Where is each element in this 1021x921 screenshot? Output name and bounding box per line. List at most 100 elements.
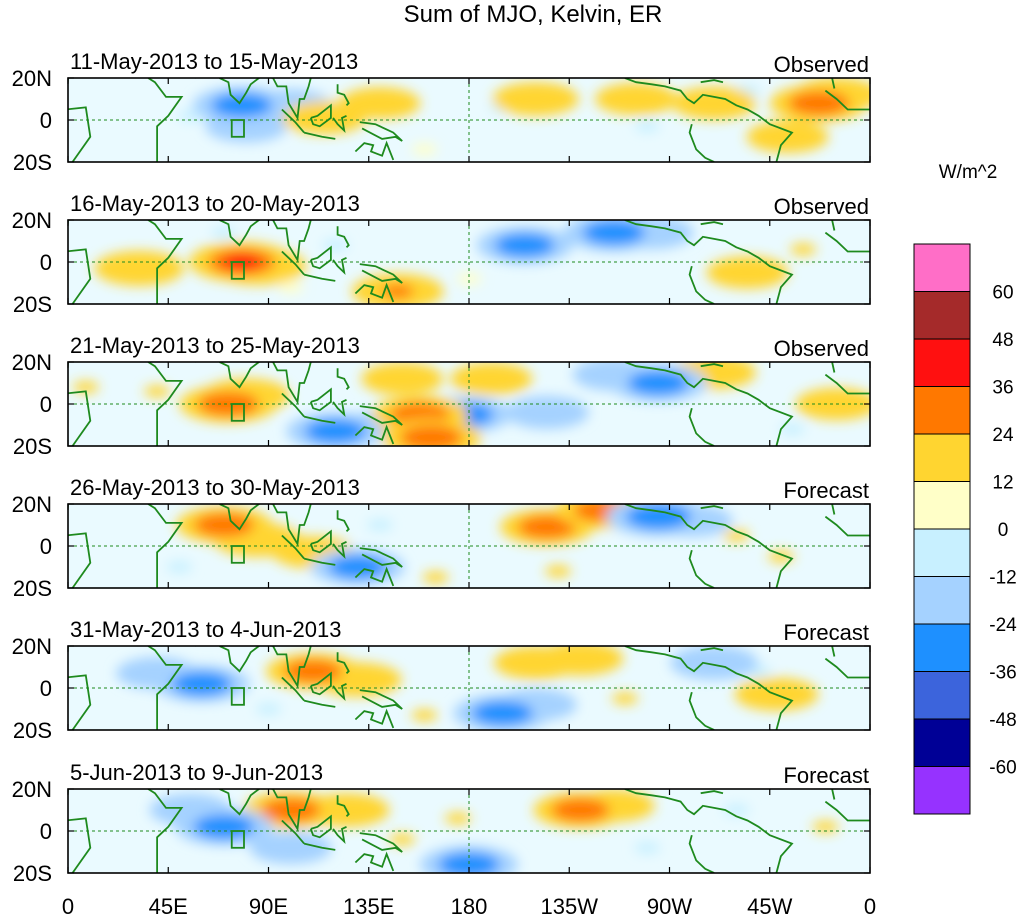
- coastline: [624, 220, 794, 304]
- anomaly-field: [116, 646, 819, 730]
- anomaly-cell: [444, 812, 471, 825]
- panel-status: Forecast: [783, 763, 869, 788]
- coastlines: [68, 78, 870, 162]
- colorbar-swatch: [913, 291, 971, 340]
- coastline: [219, 789, 312, 832]
- panel: 20N 0 20S 11-May-2013 to 15-May-2013 Observe…: [12, 49, 871, 175]
- anomaly-cell: [341, 559, 375, 575]
- coastline: [68, 504, 92, 588]
- x-tick-label: 90E: [249, 894, 288, 919]
- coastline: [359, 263, 403, 284]
- coastline: [281, 392, 305, 418]
- anomaly-field: [72, 362, 870, 446]
- coastline: [147, 646, 184, 730]
- coastline: [281, 819, 305, 845]
- coastline: [624, 789, 794, 873]
- anomaly-cell: [402, 407, 437, 422]
- coastline: [147, 78, 184, 162]
- coastline: [831, 220, 836, 231]
- y-tick-label: 0: [40, 819, 52, 844]
- anomaly-cell: [366, 519, 393, 531]
- coastline: [831, 504, 836, 515]
- anomaly-cell: [532, 406, 561, 419]
- anomaly-cell: [278, 281, 304, 294]
- anomaly-cell: [144, 385, 171, 398]
- coastline: [281, 676, 305, 702]
- anomaly-cell: [779, 423, 806, 436]
- coastline: [147, 362, 184, 446]
- coastline: [700, 221, 724, 226]
- coastline: [147, 789, 184, 873]
- colorbar-swatch: [913, 433, 971, 482]
- anomaly-cell: [299, 546, 327, 559]
- panel: 20N 0 20S 21-May-2013 to 25-May-2013 Observe…: [12, 333, 871, 459]
- panel-status: Observed: [774, 336, 869, 361]
- coastline: [303, 131, 336, 140]
- coastline: [354, 282, 395, 303]
- y-tick-label: 20N: [12, 208, 52, 233]
- coastline: [624, 78, 794, 162]
- anomaly-cell: [224, 97, 260, 113]
- coastline: [359, 121, 403, 142]
- y-tick-label: 20N: [12, 66, 52, 91]
- y-tick-label: 20N: [12, 350, 52, 375]
- coastline: [281, 534, 305, 560]
- colorbar-label: 0: [998, 520, 1009, 541]
- colorbar-swatch: [913, 671, 971, 720]
- coastline: [688, 549, 715, 588]
- colorbar-swatch: [913, 576, 971, 625]
- y-tick-label: 20N: [12, 634, 52, 659]
- coastline: [309, 529, 332, 554]
- coastline: [219, 78, 312, 121]
- panel-period: 21-May-2013 to 25-May-2013: [70, 333, 360, 358]
- colorbar-label: 48: [992, 330, 1013, 351]
- coastline: [700, 790, 724, 795]
- colorbar: 60 48 36 24 12 0 -12 -24 -36 -48 -60: [913, 243, 1017, 815]
- anomaly-cell: [563, 802, 597, 818]
- coastline: [831, 362, 836, 373]
- y-tick-label: 20S: [13, 150, 52, 175]
- anomaly-cell: [530, 520, 564, 535]
- coastline: [309, 671, 332, 696]
- anomaly-cell: [790, 243, 817, 256]
- coastline: [831, 646, 836, 657]
- colorbar-label: 36: [992, 378, 1013, 399]
- x-tick-label: 45E: [149, 894, 188, 919]
- coastline: [700, 505, 724, 510]
- anomaly-cell: [411, 143, 437, 156]
- anomaly-cell: [640, 375, 676, 391]
- anomaly-cell: [767, 550, 794, 563]
- panel-status: Forecast: [783, 620, 869, 645]
- coastline: [688, 691, 715, 730]
- coastline: [303, 699, 336, 708]
- anomaly-cell: [451, 857, 487, 872]
- panels: 20N 0 20S 11-May-2013 to 15-May-2013 Observe…: [12, 49, 871, 886]
- anomaly-cell: [545, 565, 572, 578]
- coastline: [68, 78, 92, 162]
- x-tick-label: 45W: [747, 894, 792, 919]
- anomaly-cell: [456, 273, 482, 285]
- anomaly-cell: [388, 372, 416, 385]
- x-tick-label: 0: [62, 894, 74, 919]
- y-tick-label: 0: [40, 108, 52, 133]
- coastline: [336, 510, 350, 532]
- anomaly-field: [178, 78, 870, 156]
- y-tick-label: 20N: [12, 777, 52, 802]
- y-tick-label: 20S: [13, 434, 52, 459]
- coastline: [309, 814, 332, 839]
- colorbar-label: -36: [989, 663, 1016, 684]
- coastline: [824, 231, 870, 253]
- anomaly-cell: [178, 110, 204, 122]
- coastline: [219, 504, 312, 547]
- coastline: [700, 363, 724, 368]
- colorbar-swatch: [913, 243, 971, 292]
- coastline: [309, 103, 332, 128]
- coastline: [332, 114, 347, 134]
- coastline: [359, 405, 403, 426]
- panel-period: 31-May-2013 to 4-Jun-2013: [70, 617, 342, 642]
- anomaly-cell: [366, 97, 394, 110]
- x-tick-label: 90W: [647, 894, 692, 919]
- coastline: [336, 795, 350, 817]
- coastline: [824, 373, 870, 395]
